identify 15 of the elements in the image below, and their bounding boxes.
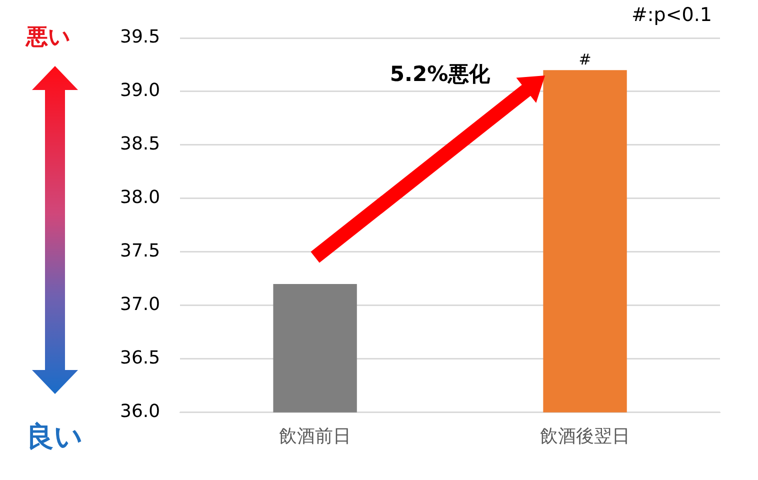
annotation: 5.2%悪化 (390, 62, 492, 86)
y-tick-label: 38.5 (120, 134, 160, 155)
y-tick-label: 39.0 (120, 80, 160, 102)
text: #:p<0.1 (631, 4, 712, 26)
y-tick-label: 36.5 (120, 348, 160, 369)
x-tick-label: 飲酒後翌日 (540, 426, 630, 447)
y-tick-label: 36.0 (120, 401, 160, 422)
y-tick-label: 37.5 (120, 240, 160, 262)
x-tick-label: 飲酒前日 (279, 426, 352, 447)
text: 悪い (26, 24, 71, 52)
annotation: # (578, 50, 592, 68)
y-tick-label: 37.0 (120, 294, 160, 316)
y-tick-label: 38.0 (120, 187, 160, 208)
text: 良い (26, 419, 83, 455)
y-tick-label: 39.5 (120, 26, 160, 48)
